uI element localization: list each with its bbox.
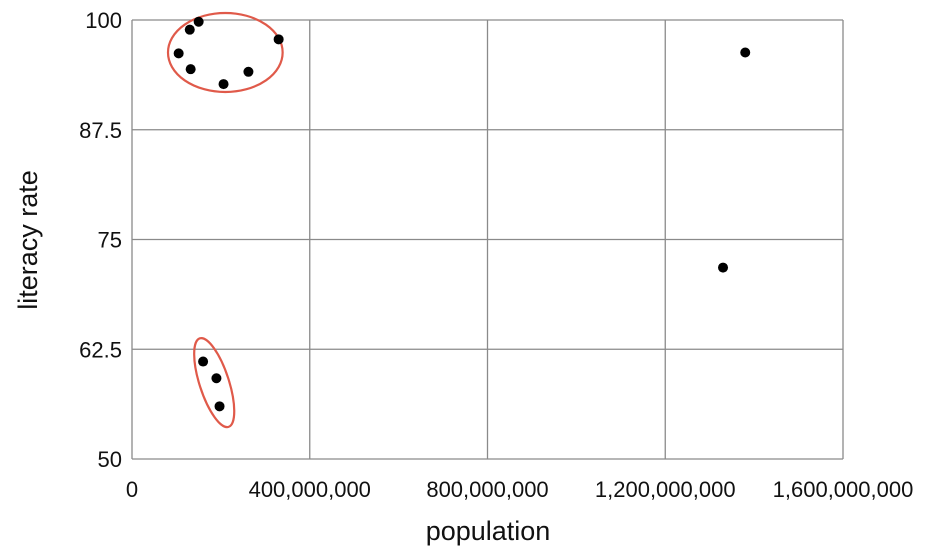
y-tick-label: 100 (85, 8, 122, 33)
y-axis-title: literacy rate (13, 170, 43, 310)
data-point (184, 24, 195, 35)
grid-layer (131, 19, 844, 460)
x-tick-label: 400,000,000 (249, 477, 371, 502)
data-point (740, 47, 751, 58)
data-point (173, 48, 184, 59)
data-point (214, 401, 225, 412)
data-point (211, 373, 222, 384)
data-point (193, 16, 204, 27)
data-point (218, 79, 229, 90)
data-point (273, 34, 284, 45)
x-tick-label: 0 (126, 477, 138, 502)
y-tick-label: 87.5 (79, 118, 122, 143)
highlight-ellipse (166, 11, 284, 94)
data-point (718, 262, 729, 273)
y-tick-label: 50 (98, 447, 122, 472)
y-tick-label: 62.5 (79, 337, 122, 362)
data-point (185, 64, 196, 75)
point-layer (173, 16, 751, 412)
x-tick-label: 1,600,000,000 (773, 477, 914, 502)
data-point (243, 66, 254, 77)
annotation-layer (166, 11, 284, 429)
x-tick-label: 800,000,000 (426, 477, 548, 502)
x-axis-title: population (426, 516, 551, 546)
tick-label-layer: 0 400,000,000 800,000,000 1,200,000,000 1,60… (79, 8, 913, 502)
y-tick-label: 75 (98, 228, 122, 253)
highlight-ellipse (193, 337, 236, 429)
data-point (198, 356, 209, 367)
x-tick-label: 1,200,000,000 (595, 477, 736, 502)
